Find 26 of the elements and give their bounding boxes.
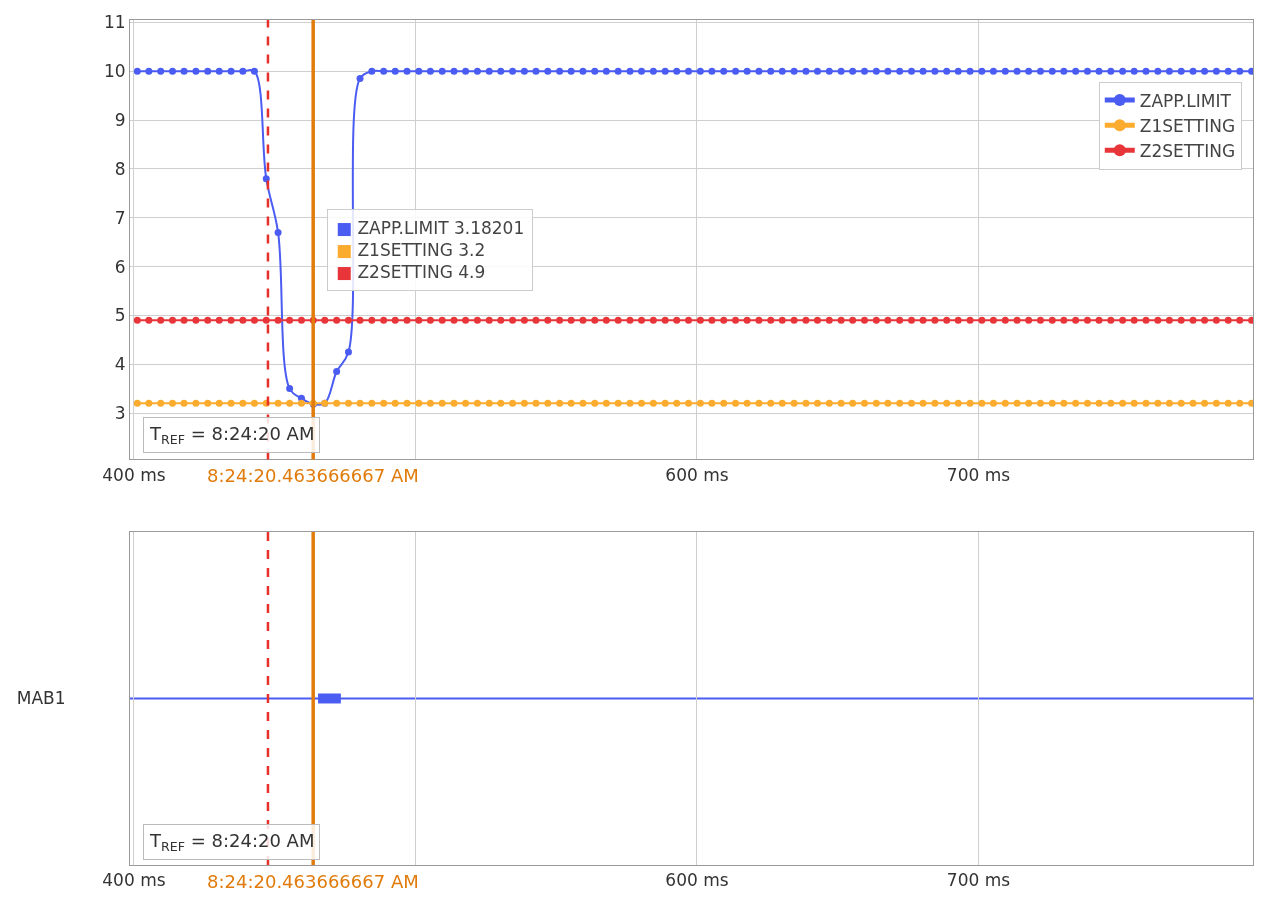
y-tick-label: 7 (114, 207, 126, 228)
annotation: ■ Z1SETTING 3.2 (336, 240, 486, 261)
text: 8:24:20.463666667 AM (207, 465, 419, 486)
y-tick-label: 3 (114, 402, 126, 423)
x-tick-label: 700 ms (946, 870, 1011, 891)
annotation: T$_{REF}$ = 8:24:20 AM (149, 423, 315, 447)
legend-label: Z1SETTING (1139, 115, 1236, 136)
y-tick-label: MAB1 (16, 688, 66, 709)
x-tick-label: 600 ms (665, 870, 729, 891)
annotation: ■ Z2SETTING 4.9 (336, 262, 486, 283)
y-tick-label: 6 (114, 256, 126, 277)
y-tick-label: 5 (114, 305, 126, 326)
legend-label: Z2SETTING (1139, 140, 1236, 161)
y-tick-label: 9 (114, 110, 126, 131)
y-tick-label: 10 (103, 61, 126, 82)
y-tick-label: 4 (114, 354, 126, 375)
y-tick-label: 11 (103, 12, 126, 33)
legend-label: ZAPP.LIMIT (1139, 90, 1232, 111)
x-tick-label: 700 ms (946, 464, 1011, 485)
annotation: ■ ZAPP.LIMIT 3.18201 (336, 218, 525, 238)
x-tick-label: 600 ms (665, 464, 729, 485)
text: 8:24:20.463666667 AM (207, 871, 419, 892)
x-tick-label: 400 ms (102, 464, 166, 485)
x-tick-label: 400 ms (102, 870, 166, 891)
y-tick-label: 8 (114, 158, 126, 179)
text: T$_{REF}$ = 8:24:20 AM (149, 830, 315, 854)
